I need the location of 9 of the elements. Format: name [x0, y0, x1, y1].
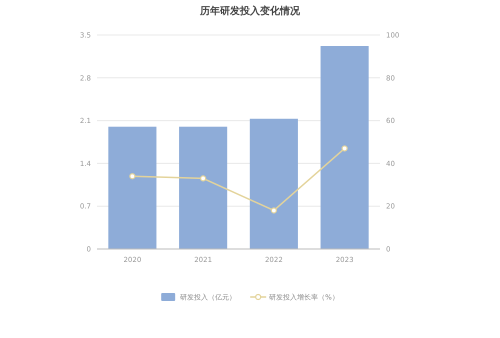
- bar: [320, 46, 369, 249]
- point: [342, 145, 348, 152]
- chart-title: 历年研发投入变化情况: [199, 5, 301, 17]
- bar: [179, 126, 228, 249]
- point: [129, 173, 136, 180]
- bar: [108, 126, 156, 249]
- bar: [250, 118, 298, 249]
- point: [270, 207, 277, 214]
- point: [200, 175, 206, 182]
